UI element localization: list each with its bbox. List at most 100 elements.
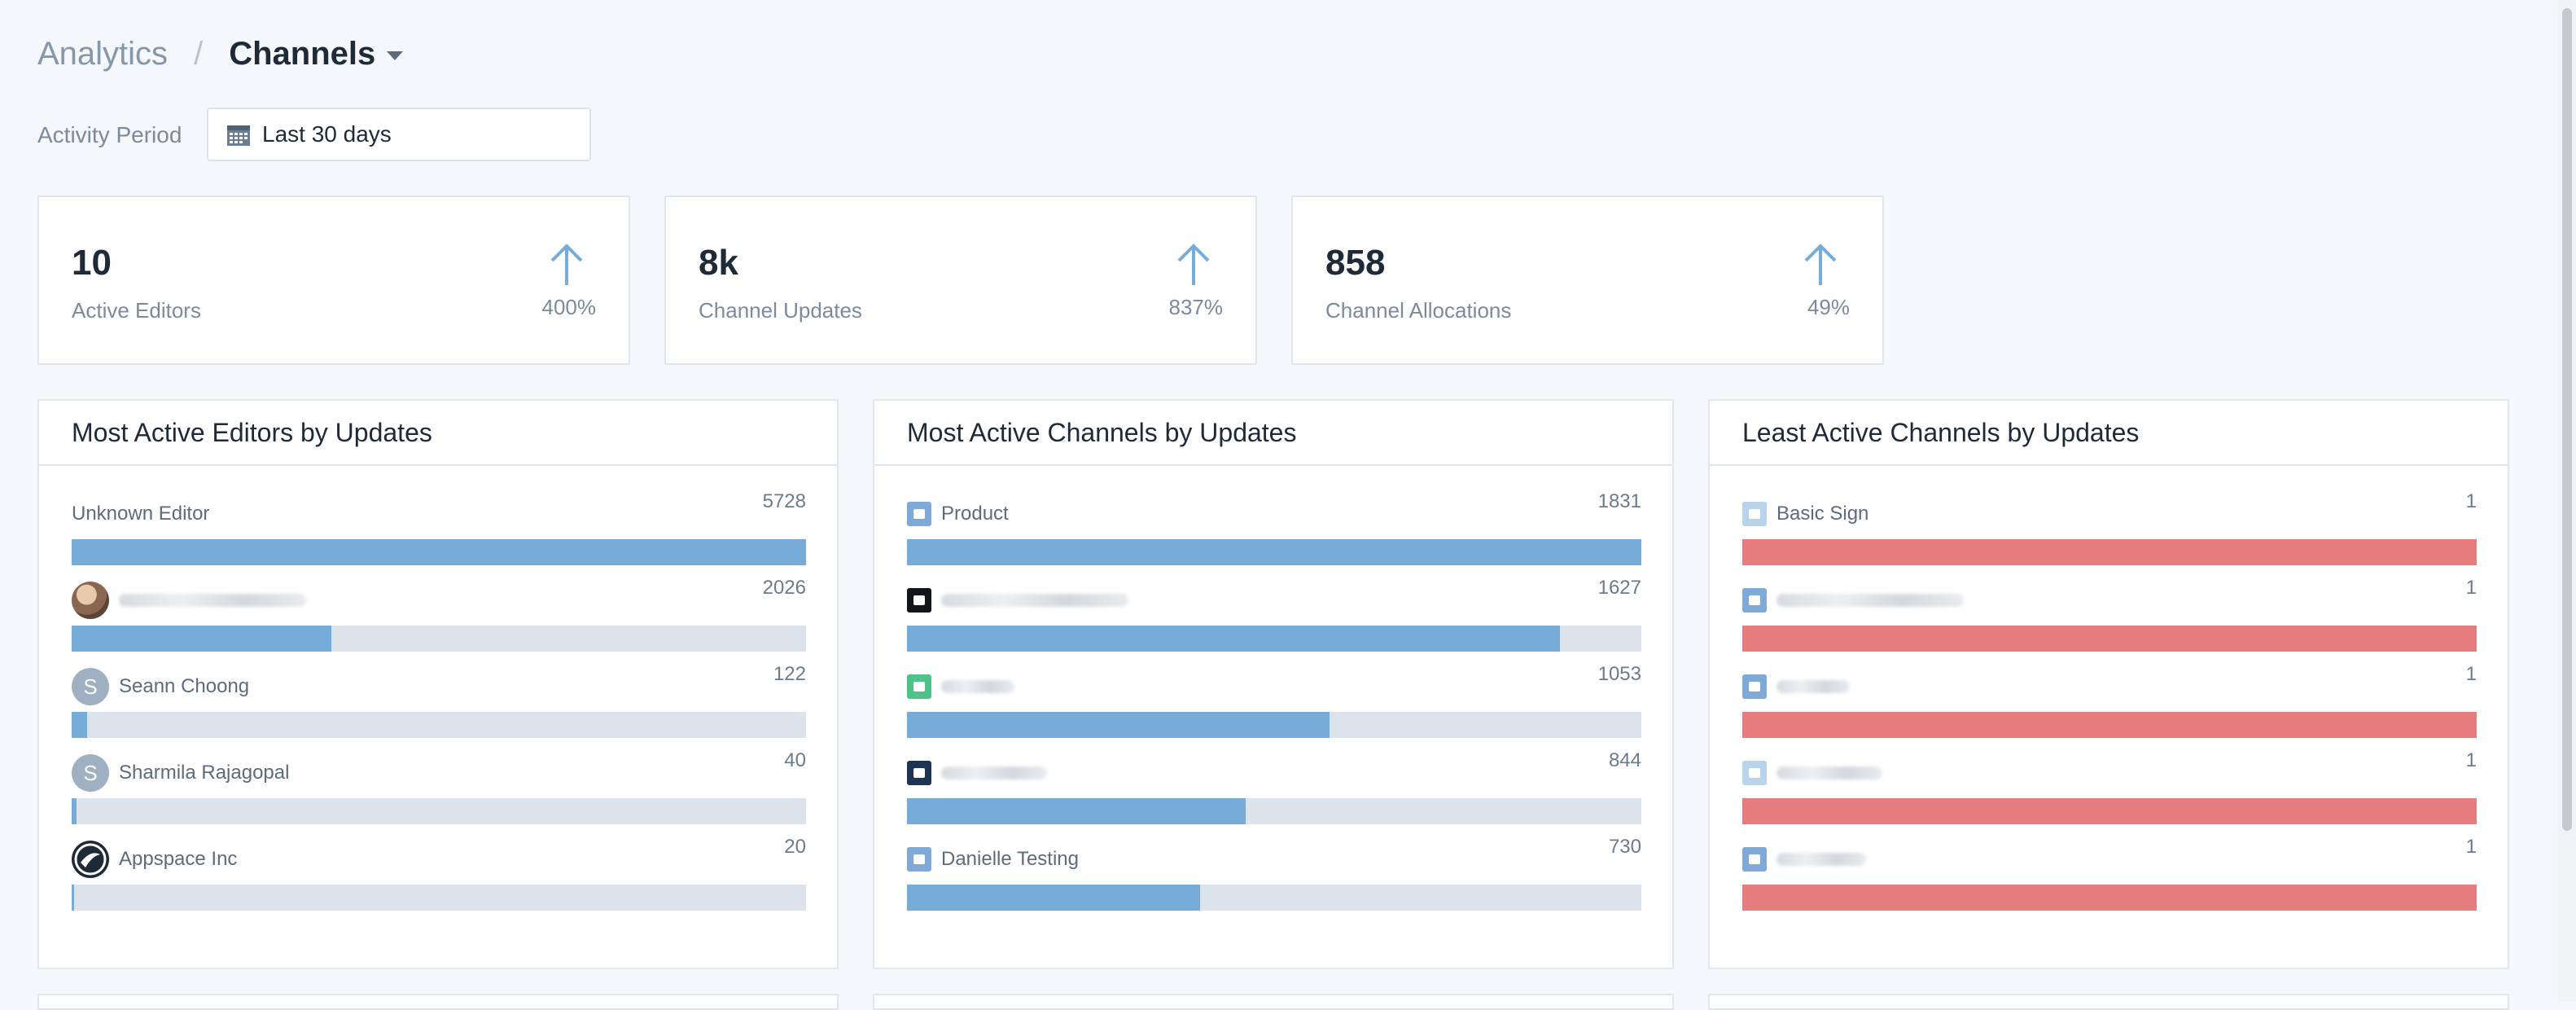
panel-title: Most Active Channels by Updates [874,401,1672,466]
bar-track [1742,539,2477,565]
panel-title: Least Active Channels by Updates [1710,401,2508,466]
row-count: 1627 [1597,577,1641,599]
row-label [1742,841,1866,878]
row-count: 1053 [1597,663,1641,685]
row-name: Unknown Editor [72,503,210,525]
panel-most-active-channels: Most Active Channels by Updates Product 1… [873,399,1674,969]
stat-card-channel-updates: 8k Channel Updates 837% [664,195,1257,365]
row-name: Appspace Inc [119,848,238,870]
redacted-name [941,766,1047,779]
bar-fill [907,626,1560,652]
channel-row[interactable]: Product 1831 [907,485,1641,572]
activity-period-value: Last 30 days [262,121,392,147]
row-count: 1831 [1597,490,1641,512]
arrow-up-icon [1804,244,1837,285]
bar-track [1742,712,2477,738]
bar-fill [72,798,77,824]
channel-row[interactable]: Danielle Testing 730 [907,831,1641,917]
next-panel-edge [873,994,1674,1010]
bar-fill [907,539,1641,565]
row-name: Seann Choong [119,675,250,697]
redacted-name [941,594,1128,607]
avatar [72,582,109,619]
bar-track [72,712,806,738]
stat-value: 8k [699,243,738,283]
row-count: 2026 [762,577,806,599]
row-count: 5728 [762,490,806,512]
row-label [907,582,1128,619]
row-label [907,754,1047,792]
next-panel-edge [1708,994,2509,1010]
bar-fill [907,885,1200,911]
row-label: Basic Sign [1742,495,1868,533]
bar-track [907,712,1641,738]
avatar: S [72,754,109,792]
row-count: 730 [1608,836,1641,858]
row-count: 1 [2465,749,2477,771]
channel-icon [1742,674,1767,699]
bar-track [72,539,806,565]
row-count: 1 [2465,490,2477,512]
row-label [1742,582,1964,619]
page-scrollbar[interactable] [2558,0,2576,1002]
bar-track [72,626,806,652]
bar-track [1742,885,2477,911]
bar-fill [1742,712,2477,738]
bar-fill [1742,539,2477,565]
bar-fill [72,539,806,565]
editor-row[interactable]: Appspace Inc 20 [72,831,806,917]
row-label [907,668,1014,705]
editor-row[interactable]: Unknown Editor 5728 [72,485,806,572]
editor-row[interactable]: S Seann Choong 122 [72,658,806,744]
activity-period-select[interactable]: Last 30 days [207,108,591,161]
panel-title: Most Active Editors by Updates [39,401,837,466]
row-name: Danielle Testing [941,848,1079,870]
scrollbar-thumb[interactable] [2562,8,2572,831]
editor-row[interactable]: S Sharmila Rajagopal 40 [72,744,806,831]
channel-row[interactable]: 1 [1742,831,2477,917]
redacted-name [941,680,1014,693]
bar-fill [72,885,75,911]
stat-change: 400% [541,295,597,319]
redacted-name [119,594,306,607]
chevron-down-icon[interactable] [387,51,404,60]
row-count: 1 [2465,836,2477,858]
stat-change: 49% [1807,295,1850,319]
channel-icon [907,502,931,526]
channel-row[interactable]: 1 [1742,744,2477,831]
row-label: Appspace Inc [72,841,237,878]
stat-value: 858 [1325,243,1386,283]
row-label [1742,668,1850,705]
stat-card-channel-allocations: 858 Channel Allocations 49% [1291,195,1884,365]
row-name: Product [941,503,1009,525]
row-label: Danielle Testing [907,841,1079,878]
row-label: Product [907,495,1009,533]
channel-row[interactable]: 1627 [907,572,1641,658]
breadcrumb-analytics-link[interactable]: Analytics [37,36,169,72]
editor-row[interactable]: 2026 [72,572,806,658]
row-name: Basic Sign [1776,503,1869,525]
arrow-up-icon [1177,244,1210,285]
avatar-initial: S [83,760,98,785]
stat-value: 10 [72,243,112,283]
stat-label: Channel Updates [699,298,862,323]
channel-row[interactable]: 1053 [907,658,1641,744]
channel-row[interactable]: Basic Sign 1 [1742,485,2477,572]
stat-label: Channel Allocations [1325,298,1512,323]
channel-row[interactable]: 1 [1742,572,2477,658]
bar-fill [72,626,332,652]
breadcrumb-channels-dropdown[interactable]: Channels [229,36,376,72]
channel-row[interactable]: 844 [907,744,1641,831]
breadcrumb: Analytics / Channels [37,36,404,72]
bar-track [72,885,806,911]
bar-fill [72,712,88,738]
bar-track [907,885,1641,911]
bar-track [907,626,1641,652]
bar-track [72,798,806,824]
arrow-up-icon [550,244,583,285]
channel-row[interactable]: 1 [1742,658,2477,744]
row-count: 844 [1608,749,1641,771]
avatar-initial: S [83,674,98,699]
redacted-name [1776,766,1882,779]
bar-fill [1742,885,2477,911]
